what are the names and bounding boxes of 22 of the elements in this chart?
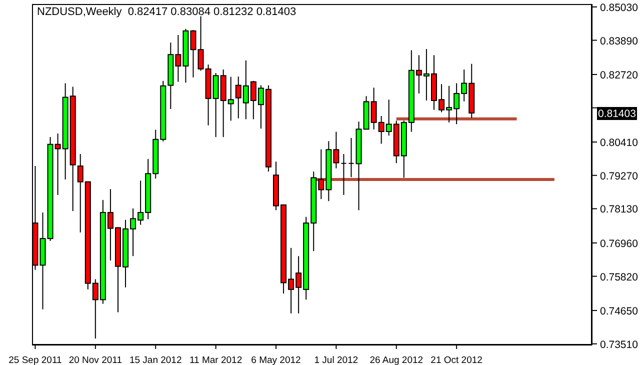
y-tick-label: 0.75820 [600, 271, 638, 284]
y-tick-label: 0.82720 [600, 69, 638, 82]
x-tick-label: 25 Sep 2011 [8, 355, 62, 365]
x-tick-label: 15 Jan 2012 [129, 355, 182, 365]
x-tick-label: 11 Mar 2012 [189, 355, 242, 365]
y-tick-label: 0.83890 [600, 35, 638, 48]
y-tick-label: 0.79270 [600, 170, 638, 182]
text: 0.81403 [598, 108, 636, 120]
y-tick-label: 0.73510 [600, 338, 638, 351]
y-tick-label: 0.85030 [600, 2, 638, 14]
y-tick-label: 0.80410 [600, 137, 638, 150]
x-tick-label: 1 Jul 2012 [314, 355, 358, 365]
x-tick-label: 6 May 2012 [251, 355, 301, 365]
x-tick-label: 20 Nov 2011 [68, 355, 122, 365]
x-tick-label: 21 Oct 2012 [430, 355, 482, 365]
candlestick [348, 137, 354, 178]
y-tick-label: 0.74650 [600, 305, 638, 318]
x-tick-label: 26 Aug 2012 [370, 355, 424, 365]
chart-title: NZDUSD,Weekly 0.82417 0.83084 0.81232 0.81403 [37, 6, 296, 18]
y-tick-label: 0.76960 [600, 238, 638, 250]
candlestick [340, 154, 347, 196]
y-tick-label: 0.78130 [600, 204, 638, 216]
